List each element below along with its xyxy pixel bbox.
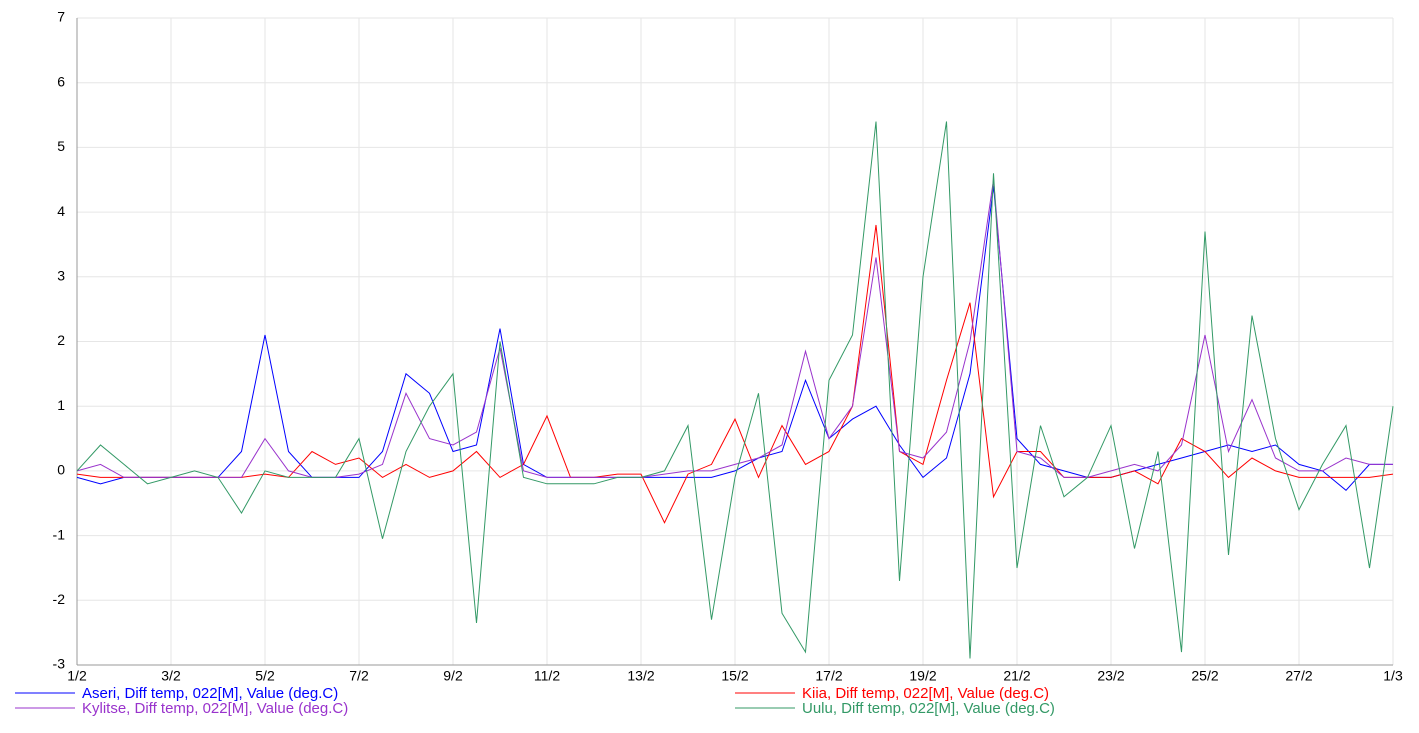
series-line	[76, 121, 1394, 659]
x-tick-label: 1/2	[67, 668, 87, 684]
series-line	[76, 186, 1393, 491]
x-tick-label: 3/2	[161, 668, 181, 684]
y-tick-label: 7	[57, 9, 65, 25]
y-tick-label: 6	[57, 73, 65, 89]
x-tick-label: 13/2	[627, 668, 654, 684]
y-tick-label: -2	[53, 591, 66, 607]
x-tick-label: 5/2	[255, 668, 275, 684]
legend-label: Kiia, Diff temp, 022[M], Value (deg.C)	[802, 685, 1049, 702]
x-tick-label: 7/2	[349, 668, 369, 684]
x-tick-label: 19/2	[909, 668, 936, 684]
series-line	[76, 179, 1393, 478]
x-tick-label: 15/2	[721, 668, 748, 684]
x-tick-label: 11/2	[534, 668, 560, 684]
y-tick-label: 4	[57, 203, 65, 219]
y-tick-label: -3	[53, 656, 66, 672]
y-tick-label: 2	[57, 332, 65, 348]
x-tick-label: 17/2	[815, 668, 842, 684]
y-tick-label: 1	[57, 397, 65, 413]
legend: Aseri, Diff temp, 022[M], Value (deg.C) K…	[15, 685, 1055, 717]
y-tick-label: 5	[57, 138, 65, 154]
y-tick-label: -1	[53, 526, 66, 542]
x-tick-label: 25/2	[1191, 668, 1218, 684]
legend-label: Kylitse, Diff temp, 022[M], Value (deg.C…	[82, 700, 348, 717]
x-tick-label: 21/2	[1003, 668, 1030, 684]
x-tick-label: 27/2	[1285, 668, 1312, 684]
y-tick-label: 3	[57, 268, 65, 284]
legend-label: Uulu, Diff temp, 022[M], Value (deg.C)	[802, 700, 1055, 717]
x-tick-label: 23/2	[1097, 668, 1124, 684]
x-tick-label: 1/3	[1383, 668, 1403, 684]
x-tick-label: 9/2	[443, 668, 463, 684]
y-tick-label: 0	[57, 462, 65, 478]
legend-label: Aseri, Diff temp, 022[M], Value (deg.C)	[82, 685, 338, 702]
